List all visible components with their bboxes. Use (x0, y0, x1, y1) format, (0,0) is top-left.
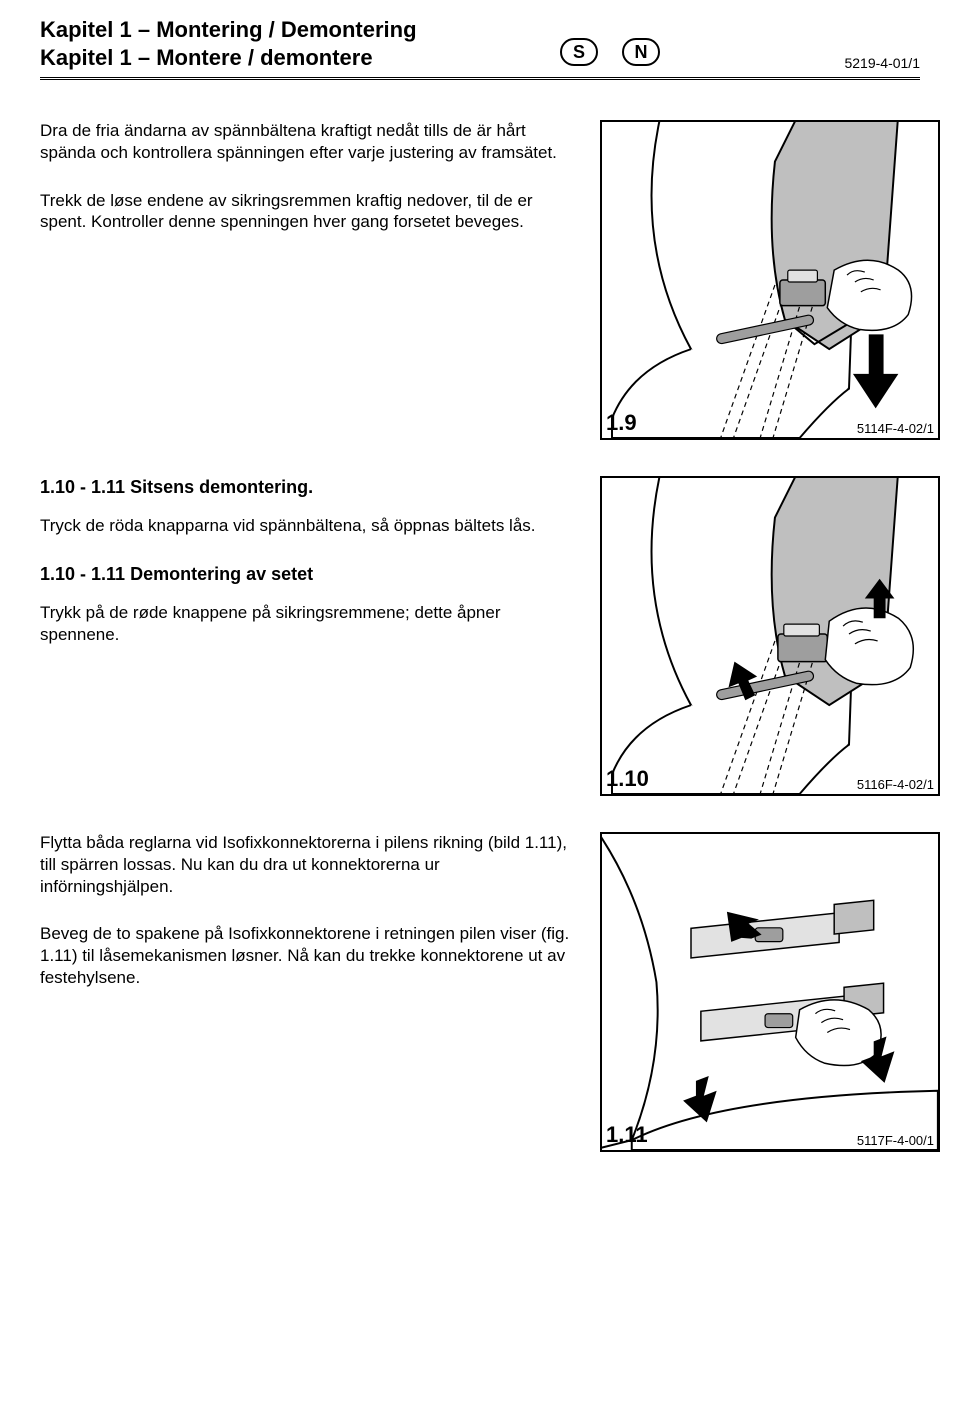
figure-1-10-illustration (602, 478, 938, 794)
header-line-1: Kapitel 1 – Montering / Demontering (40, 16, 417, 44)
section-3-text: Flytta båda reglarna vid Isofixkonnektor… (40, 832, 570, 1152)
s2-para-sv: Tryck de röda knapparna vid spännbältena… (40, 515, 570, 537)
figure-1-11-illustration (602, 834, 938, 1150)
page: Kapitel 1 – Montering / Demontering Kapi… (0, 0, 960, 1172)
header-line-2: Kapitel 1 – Montere / demontere (40, 44, 417, 72)
figure-1-11: 1.11 5117F-4-00/1 (600, 832, 940, 1152)
dash-1: – (138, 17, 150, 42)
dash-2: – (138, 45, 150, 70)
section-2: 1.10 - 1.11 Sitsens demontering. Tryck d… (40, 476, 920, 796)
figure-1-11-frame (600, 832, 940, 1152)
s3-para-no: Beveg de to spakene på Isofixkonnektoren… (40, 923, 570, 988)
page-header: Kapitel 1 – Montering / Demontering Kapi… (40, 16, 920, 80)
badge-n: N (622, 38, 660, 66)
s1-para-no: Trekk de løse endene av sikringsremmen k… (40, 190, 570, 234)
language-badges: S N (560, 38, 660, 66)
s2-para-no: Trykk på de røde knappene på sikringsrem… (40, 602, 570, 646)
section-3: Flytta båda reglarna vid Isofixkonnektor… (40, 832, 920, 1152)
chapter-label-sv: Kapitel 1 (40, 17, 132, 42)
s3-para-sv: Flytta båda reglarna vid Isofixkonnektor… (40, 832, 570, 897)
title-no: Montere / demontere (156, 45, 372, 70)
figure-1-10-frame (600, 476, 940, 796)
chapter-label-no: Kapitel 1 (40, 45, 132, 70)
figure-1-11-meta: 1.11 5117F-4-00/1 (600, 1122, 940, 1152)
s2-title-no: 1.10 - 1.11 Demontering av setet (40, 563, 570, 586)
figure-1-10-meta: 1.10 5116F-4-02/1 (600, 766, 940, 796)
figure-1-10-number: 1.10 (606, 766, 649, 792)
figure-1-9-illustration (602, 122, 938, 438)
section-1-text: Dra de fria ändarna av spännbältena kraf… (40, 120, 570, 440)
figure-1-9-code: 5114F-4-02/1 (857, 421, 934, 436)
figure-1-9-number: 1.9 (606, 410, 637, 436)
figure-1-11-number: 1.11 (606, 1122, 648, 1148)
figure-1-9-frame (600, 120, 940, 440)
header-doc-code: 5219-4-01/1 (844, 55, 920, 71)
title-sv: Montering / Demontering (156, 17, 416, 42)
figure-1-9: 1.9 5114F-4-02/1 (600, 120, 940, 440)
section-1: Dra de fria ändarna av spännbältena kraf… (40, 120, 920, 440)
figure-1-9-meta: 1.9 5114F-4-02/1 (600, 410, 940, 440)
figure-1-11-code: 5117F-4-00/1 (857, 1133, 934, 1148)
figure-1-10: 1.10 5116F-4-02/1 (600, 476, 940, 796)
s2-title-sv: 1.10 - 1.11 Sitsens demontering. (40, 476, 570, 499)
s1-para-sv: Dra de fria ändarna av spännbältena kraf… (40, 120, 570, 164)
header-titles: Kapitel 1 – Montering / Demontering Kapi… (40, 16, 417, 71)
section-2-text: 1.10 - 1.11 Sitsens demontering. Tryck d… (40, 476, 570, 796)
figure-1-10-code: 5116F-4-02/1 (857, 777, 934, 792)
badge-s: S (560, 38, 598, 66)
